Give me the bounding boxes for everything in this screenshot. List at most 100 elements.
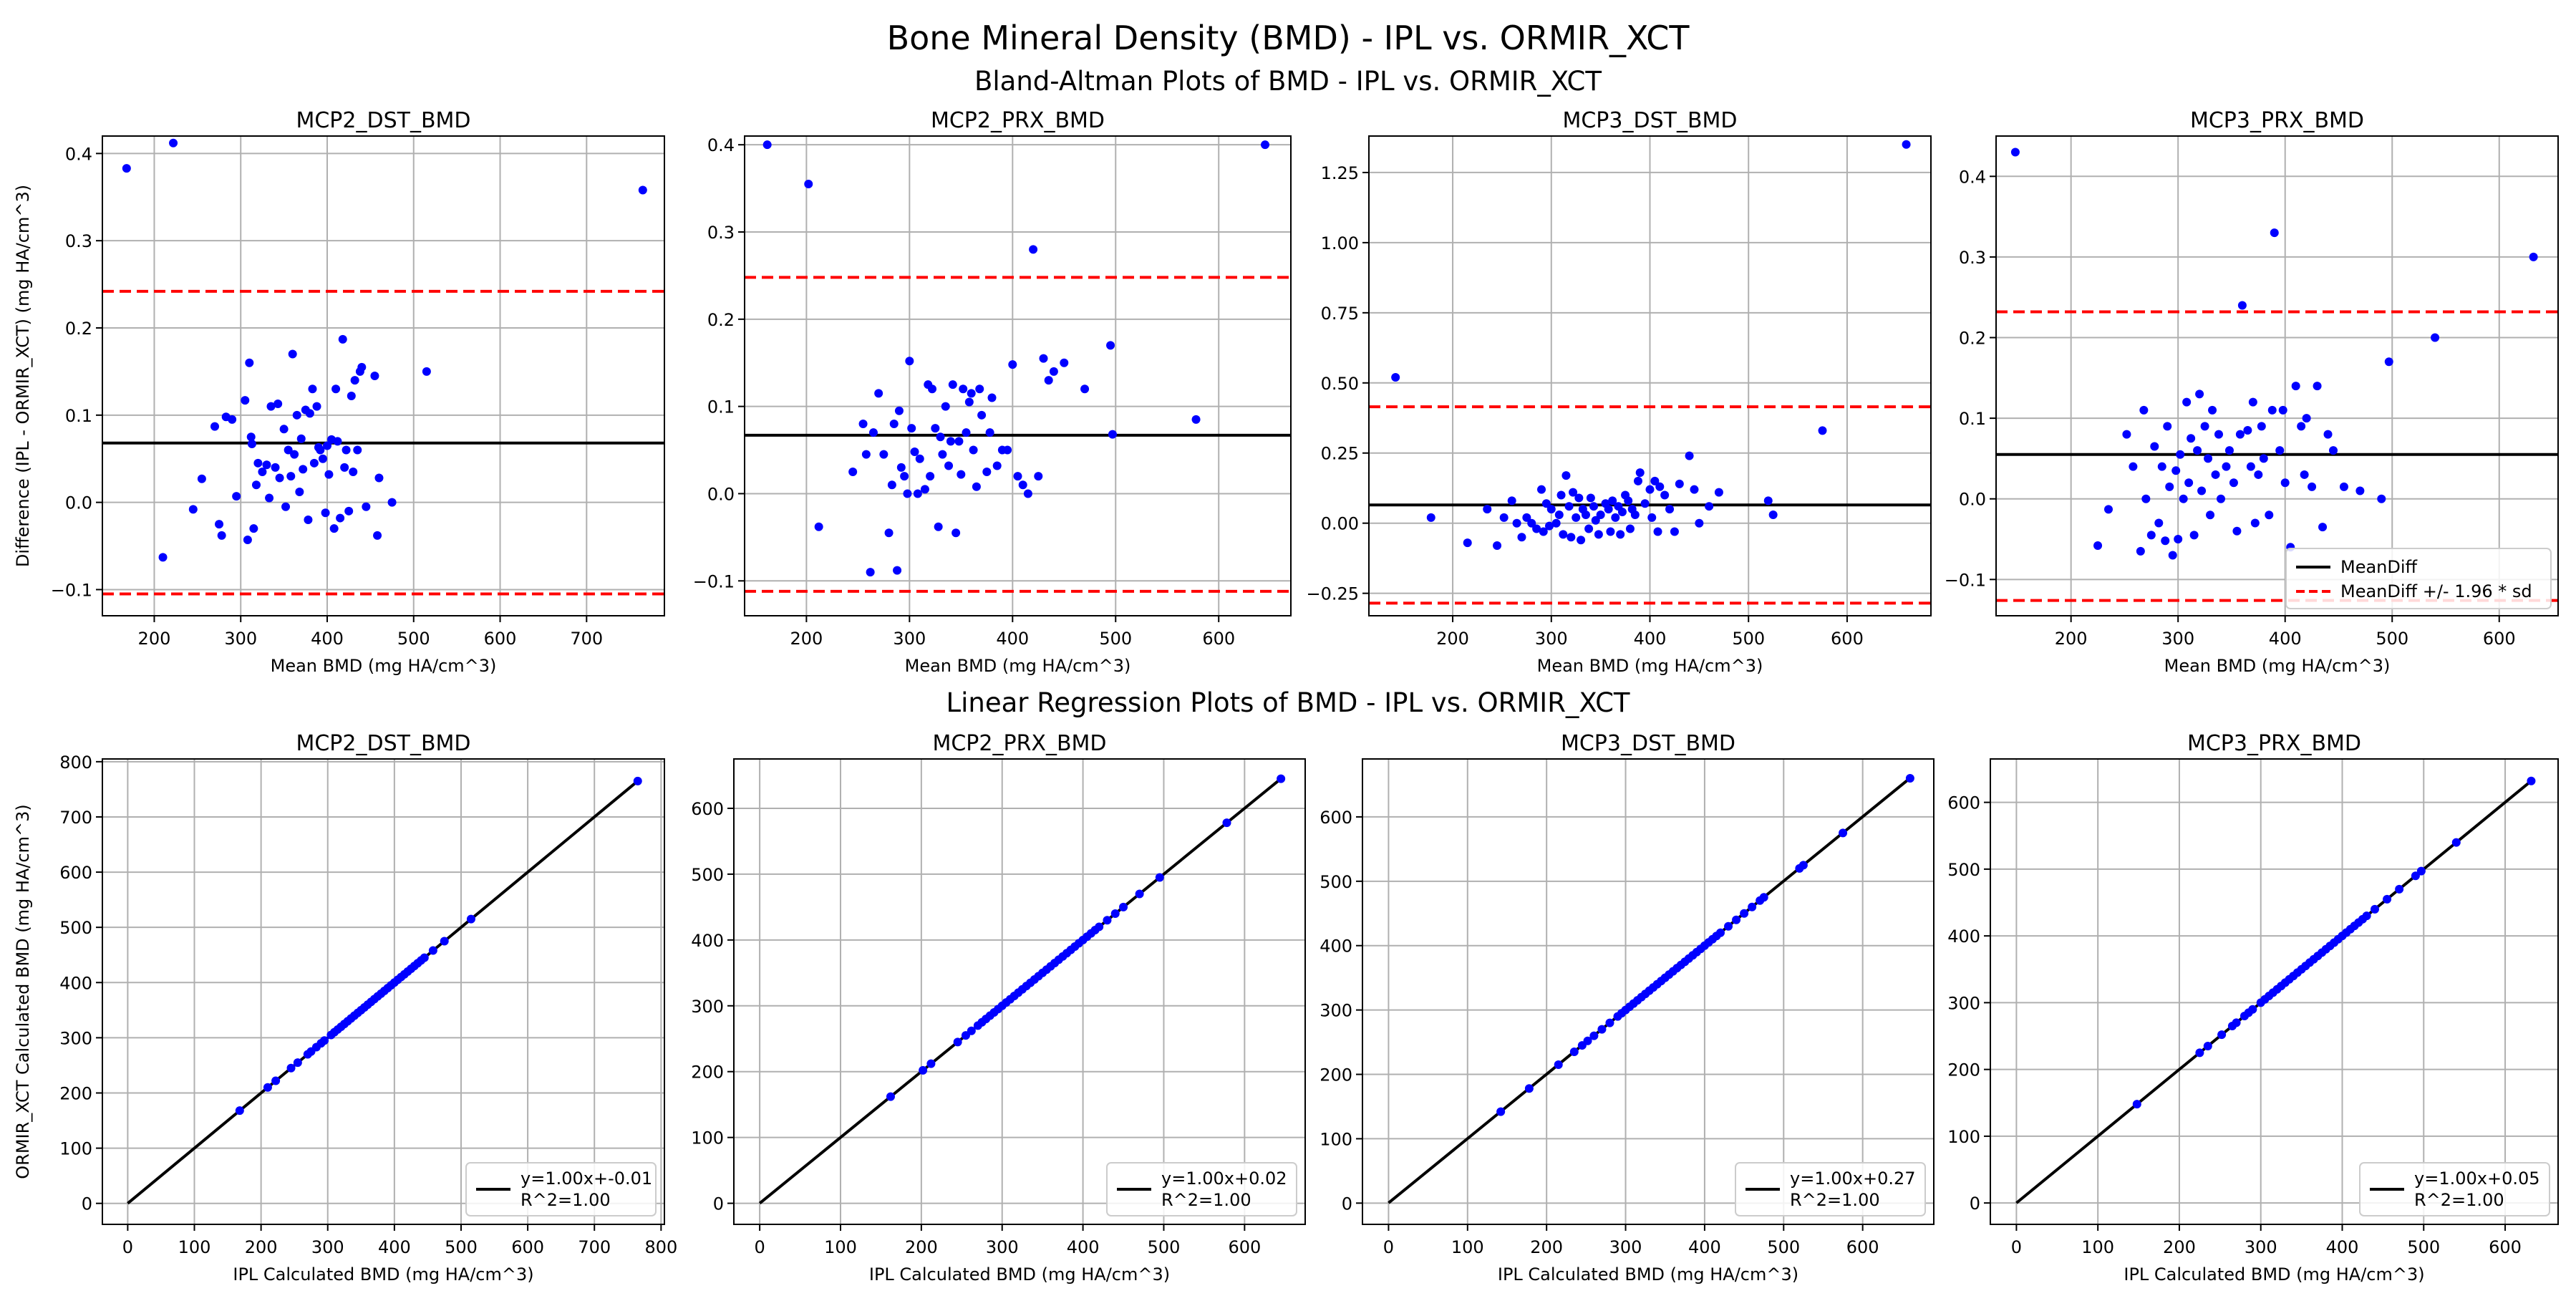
data-point — [247, 440, 256, 449]
x-axis-label: Mean BMD (mg HA/cm^3) — [271, 656, 497, 676]
data-point — [2377, 494, 2386, 503]
data-point — [952, 528, 961, 538]
data-point — [1003, 445, 1012, 455]
data-point — [1732, 915, 1741, 924]
data-point — [2129, 462, 2138, 471]
data-point — [286, 1063, 296, 1073]
data-point — [2146, 531, 2156, 540]
chart-title: MCP3_PRX_BMD — [2190, 108, 2364, 133]
data-point — [931, 424, 940, 433]
data-point — [2184, 478, 2194, 488]
regression-subtitle: Linear Regression Plots of BMD - IPL vs.… — [946, 687, 1630, 718]
data-point — [959, 384, 968, 394]
legend: y=1.00x+0.27R^2=1.00 — [1735, 1162, 1926, 1216]
y-tick-label: 200 — [691, 1063, 724, 1083]
data-point — [1106, 341, 1115, 350]
x-tick-label: 200 — [2055, 629, 2088, 649]
data-point — [1616, 530, 1625, 539]
x-tick-label: 200 — [245, 1237, 278, 1257]
chart-title: MCP3_DST_BMD — [1561, 731, 1735, 756]
data-point — [1546, 505, 1556, 514]
data-point — [1640, 499, 1650, 508]
data-point — [1512, 518, 1521, 528]
data-point — [1426, 513, 1435, 522]
x-tick-label: 300 — [1535, 629, 1568, 649]
chart-panel-8: 0 100 200 300 400 500 600 0 100 200 300 400 500 600 MC… — [1947, 731, 2559, 1284]
y-tick-label: 0.0 — [65, 493, 92, 513]
data-point — [866, 568, 875, 577]
data-point — [1768, 510, 1778, 519]
data-point — [324, 470, 334, 479]
data-point — [1604, 505, 1613, 514]
data-point — [2206, 511, 2215, 520]
data-point — [2195, 390, 2204, 399]
data-point — [2150, 442, 2159, 451]
data-point — [2157, 462, 2166, 471]
data-point — [1763, 496, 1773, 505]
legend-label-limits: MeanDiff +/- 1.96 * sd — [2340, 581, 2532, 601]
y-tick-label: 300 — [59, 1028, 92, 1048]
data-point — [1624, 496, 1633, 505]
data-point — [905, 357, 914, 366]
data-point — [1018, 480, 1027, 490]
data-point — [1119, 902, 1128, 911]
legend: y=1.00x+0.02R^2=1.00 — [1106, 1162, 1297, 1216]
plot-frame — [1368, 135, 1932, 616]
data-point — [2193, 446, 2202, 455]
chart-title: MCP2_PRX_BMD — [932, 731, 1106, 756]
data-point — [1023, 489, 1032, 498]
y-tick-label: 0.3 — [707, 223, 735, 243]
data-point — [2254, 470, 2263, 479]
data-point — [271, 463, 280, 472]
data-point — [362, 502, 371, 511]
data-point — [387, 498, 397, 507]
data-point — [633, 776, 642, 785]
data-point — [2093, 541, 2103, 551]
data-point — [804, 180, 813, 188]
data-point — [308, 384, 317, 394]
x-tick-label: 600 — [2489, 1237, 2522, 1257]
legend-box — [1735, 1162, 1926, 1216]
data-point — [286, 472, 296, 481]
x-tick-label: 400 — [378, 1237, 411, 1257]
y-tick-label: 200 — [59, 1083, 92, 1103]
y-tick-label: 100 — [1320, 1129, 1352, 1149]
data-point — [158, 553, 168, 562]
data-point — [336, 513, 345, 523]
data-point — [1554, 510, 1564, 519]
data-point — [1551, 518, 1561, 528]
grid — [1362, 759, 1934, 1224]
data-point — [2527, 776, 2536, 785]
data-points — [2132, 776, 2536, 1109]
chart-panel-4: 200 300 400 500 600 −0.1 0.0 0.1 0.2 0.3 0.4 MCP3_P… — [1945, 108, 2559, 676]
y-tick-label: 600 — [691, 799, 724, 819]
data-point — [2235, 430, 2245, 439]
data-point — [2224, 446, 2234, 455]
data-point — [1569, 1048, 1579, 1057]
x-tick-label: 100 — [178, 1237, 211, 1257]
data-point — [1740, 909, 1749, 918]
grid — [1990, 759, 2558, 1224]
data-point — [2318, 523, 2328, 532]
data-point — [969, 445, 978, 455]
data-point — [907, 424, 916, 433]
plot-frame — [102, 758, 665, 1225]
data-point — [957, 470, 966, 479]
data-point — [2171, 466, 2181, 475]
data-point — [1748, 902, 1757, 911]
data-point — [2395, 884, 2404, 894]
data-point — [941, 402, 950, 411]
chart-panel-5: 0 100 200 300 400 500 600 700 800 0 100 200 300 400 50… — [13, 731, 677, 1284]
data-point — [1155, 873, 1164, 882]
y-tick-label: 400 — [1947, 926, 1980, 947]
data-point — [246, 432, 256, 442]
data-point — [251, 480, 261, 490]
data-point — [1655, 482, 1665, 491]
x-axis-label: IPL Calculated BMD (mg HA/cm^3) — [2124, 1264, 2424, 1284]
data-point — [884, 528, 894, 538]
data-point — [1902, 140, 1911, 149]
y-tick-label: 600 — [59, 863, 92, 883]
data-point — [987, 393, 997, 402]
x-tick-label: 200 — [1436, 629, 1469, 649]
